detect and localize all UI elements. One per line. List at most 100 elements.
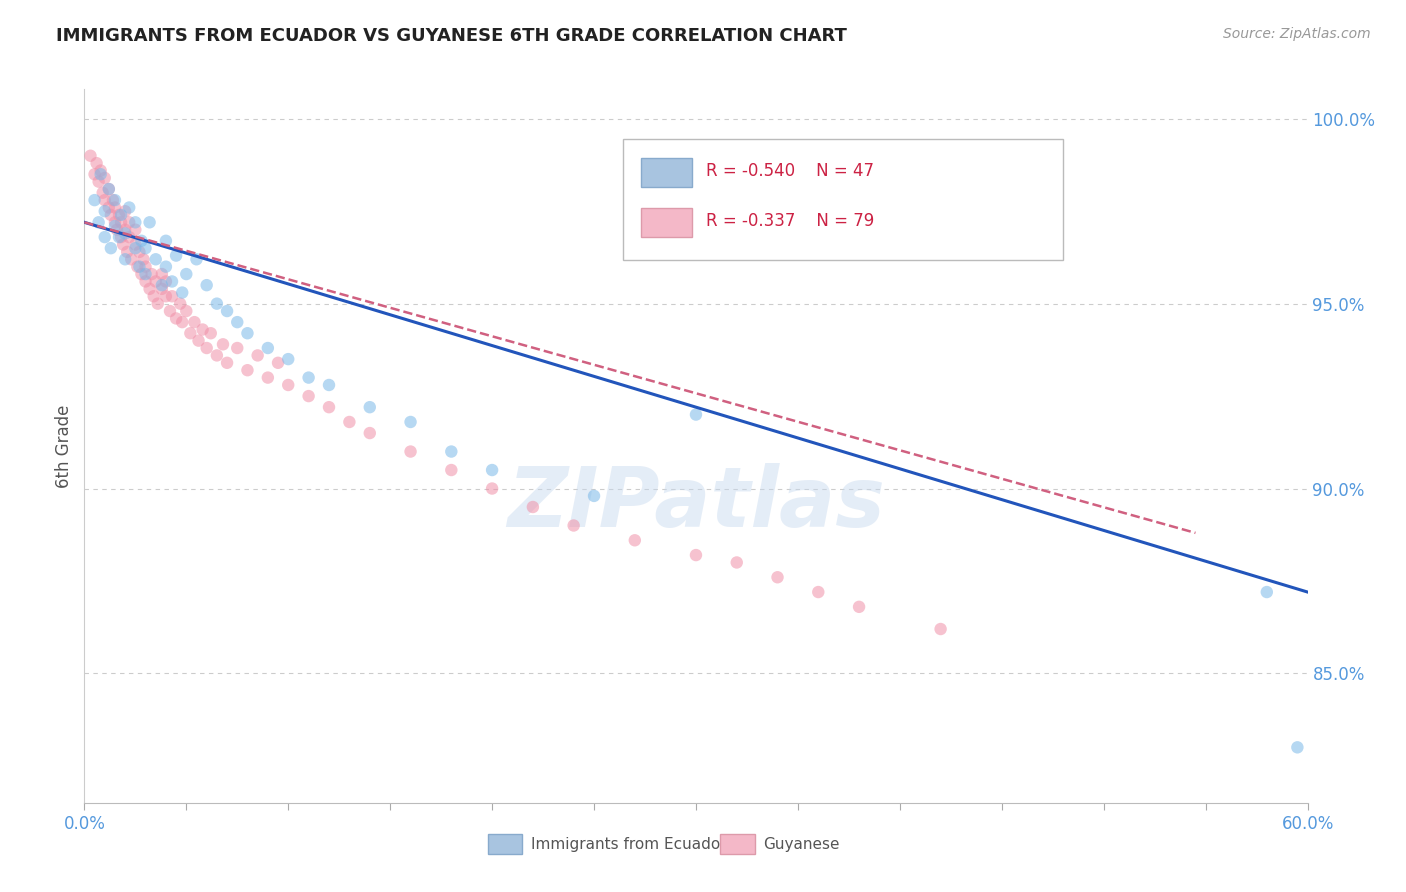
Point — [339, 415, 361, 429]
Point — [522, 500, 544, 514]
Point — [93, 230, 115, 244]
Point — [138, 215, 160, 229]
Point — [118, 215, 141, 229]
Point — [91, 186, 114, 200]
Point — [399, 415, 422, 429]
Point — [83, 167, 105, 181]
Point — [159, 304, 181, 318]
Point — [1286, 740, 1309, 755]
Point — [90, 167, 112, 181]
Point — [104, 215, 127, 229]
Point — [110, 230, 132, 244]
FancyBboxPatch shape — [720, 834, 755, 855]
Point — [128, 244, 150, 259]
Point — [160, 275, 183, 289]
Point — [298, 389, 321, 403]
Point — [87, 175, 110, 189]
Point — [200, 326, 222, 341]
Point — [481, 482, 503, 496]
Point — [246, 348, 269, 362]
Text: Source: ZipAtlas.com: Source: ZipAtlas.com — [1223, 27, 1371, 41]
Point — [100, 208, 122, 222]
Point — [141, 267, 163, 281]
Point — [115, 244, 138, 259]
Point — [359, 400, 381, 414]
Point — [562, 518, 585, 533]
Point — [114, 223, 136, 237]
Point — [205, 348, 228, 362]
Point — [1256, 585, 1278, 599]
Point — [93, 204, 115, 219]
Point — [174, 267, 197, 281]
Point — [277, 352, 299, 367]
Text: Guyanese: Guyanese — [763, 837, 839, 852]
Point — [440, 463, 463, 477]
Point — [110, 208, 132, 222]
Point — [155, 289, 177, 303]
Point — [172, 315, 194, 329]
Point — [725, 556, 748, 570]
Point — [267, 356, 290, 370]
Point — [90, 163, 112, 178]
Point — [179, 326, 201, 341]
Point — [169, 296, 191, 310]
Point — [124, 241, 146, 255]
Point — [187, 334, 209, 348]
Point — [807, 585, 830, 599]
Point — [104, 219, 127, 233]
Point — [83, 193, 105, 207]
Point — [87, 215, 110, 229]
FancyBboxPatch shape — [623, 139, 1063, 260]
Point — [359, 425, 381, 440]
Point — [93, 170, 115, 185]
Point — [186, 252, 208, 267]
Point — [929, 622, 952, 636]
Point — [165, 311, 187, 326]
Point — [298, 370, 321, 384]
Point — [583, 489, 606, 503]
Point — [257, 341, 280, 355]
Point — [79, 149, 101, 163]
Point — [160, 289, 183, 303]
Point — [120, 252, 142, 267]
Point — [191, 322, 214, 336]
Point — [135, 260, 157, 274]
Point — [150, 267, 173, 281]
Text: IMMIGRANTS FROM ECUADOR VS GUYANESE 6TH GRADE CORRELATION CHART: IMMIGRANTS FROM ECUADOR VS GUYANESE 6TH … — [56, 27, 846, 45]
FancyBboxPatch shape — [641, 209, 692, 237]
Point — [195, 341, 218, 355]
Point — [685, 548, 707, 562]
Point — [183, 315, 205, 329]
Point — [226, 315, 249, 329]
Point — [155, 260, 177, 274]
Y-axis label: 6th Grade: 6th Grade — [55, 404, 73, 488]
Point — [118, 230, 141, 244]
Point — [114, 252, 136, 267]
Point — [108, 208, 131, 222]
Point — [131, 267, 153, 281]
Point — [212, 337, 235, 351]
Point — [145, 275, 167, 289]
Point — [226, 341, 249, 355]
Point — [100, 241, 122, 255]
Point — [848, 599, 870, 614]
Point — [97, 182, 120, 196]
Point — [172, 285, 194, 300]
Text: R = -0.337    N = 79: R = -0.337 N = 79 — [706, 212, 875, 230]
Point — [135, 267, 157, 281]
Point — [150, 282, 173, 296]
Text: Immigrants from Ecuador: Immigrants from Ecuador — [531, 837, 727, 852]
Point — [124, 215, 146, 229]
Point — [105, 223, 128, 237]
Point — [685, 408, 707, 422]
Point — [145, 252, 167, 267]
Point — [155, 275, 177, 289]
Point — [135, 241, 157, 255]
Point — [217, 304, 239, 318]
Point — [318, 400, 340, 414]
Text: R = -0.540    N = 47: R = -0.540 N = 47 — [706, 162, 873, 180]
Point — [174, 304, 197, 318]
Point — [766, 570, 789, 584]
Point — [135, 275, 157, 289]
Point — [124, 237, 146, 252]
